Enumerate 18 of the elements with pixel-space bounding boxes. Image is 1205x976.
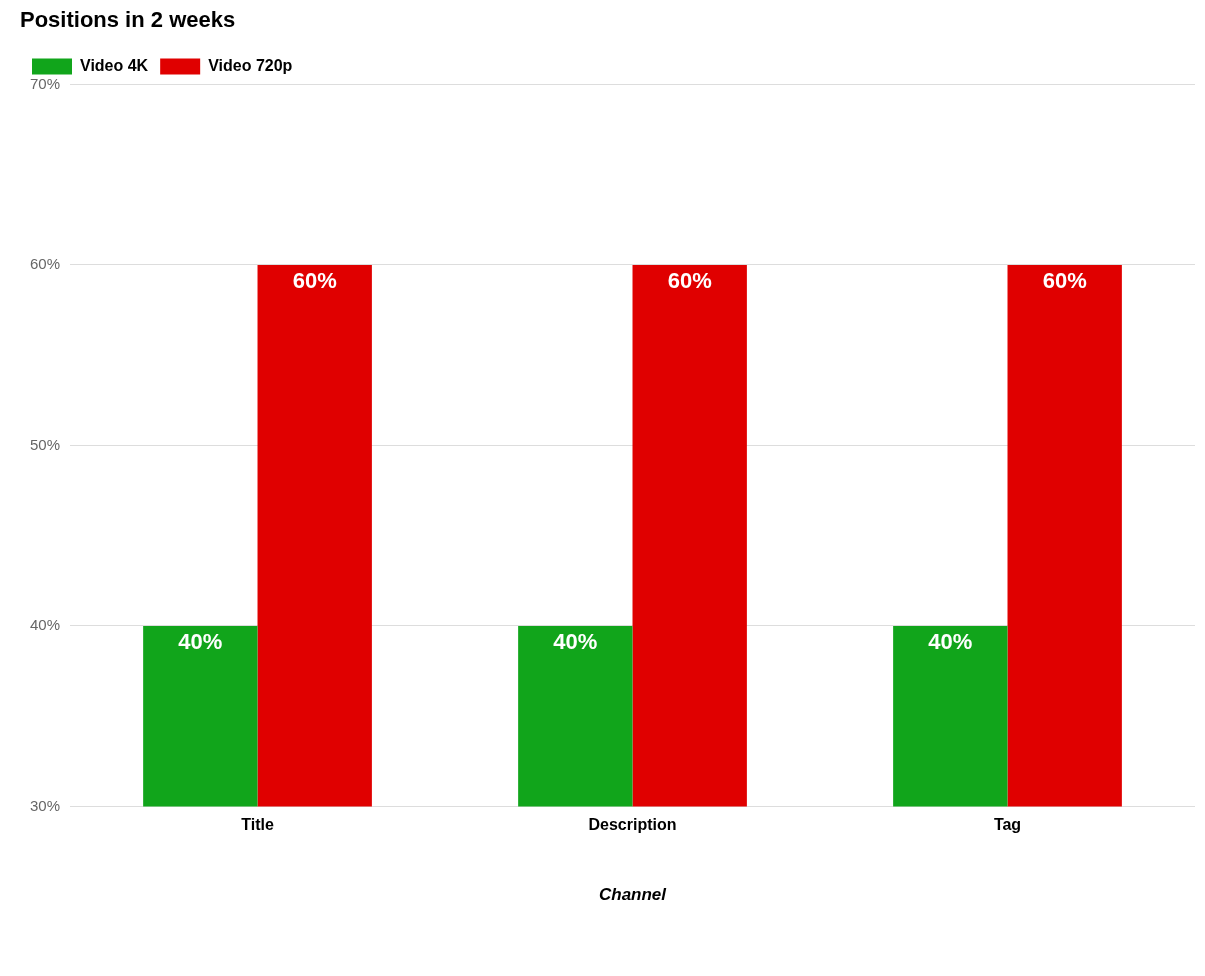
x-tick-label: Description — [588, 816, 677, 834]
data-label: 60% — [667, 267, 712, 293]
x-tick-label: Tag — [993, 816, 1022, 834]
x-axis-title: Channel — [598, 885, 668, 905]
data-label: 40% — [553, 628, 598, 654]
data-label: 40% — [928, 628, 973, 654]
data-label: 40% — [178, 628, 223, 654]
legend-label: Video 720p — [208, 56, 293, 74]
legend-label: Video 4K — [80, 56, 149, 74]
y-tick-label: 60% — [29, 255, 61, 273]
y-tick-label: 70% — [29, 74, 61, 92]
y-tick-label: 30% — [29, 796, 61, 814]
data-label: 60% — [1042, 267, 1087, 293]
chart-title: Positions in 2 weeks — [20, 7, 236, 33]
x-tick-label: Title — [241, 816, 274, 834]
y-tick-label: 40% — [29, 616, 61, 634]
data-label: 60% — [292, 267, 337, 293]
y-tick-label: 50% — [29, 435, 61, 453]
